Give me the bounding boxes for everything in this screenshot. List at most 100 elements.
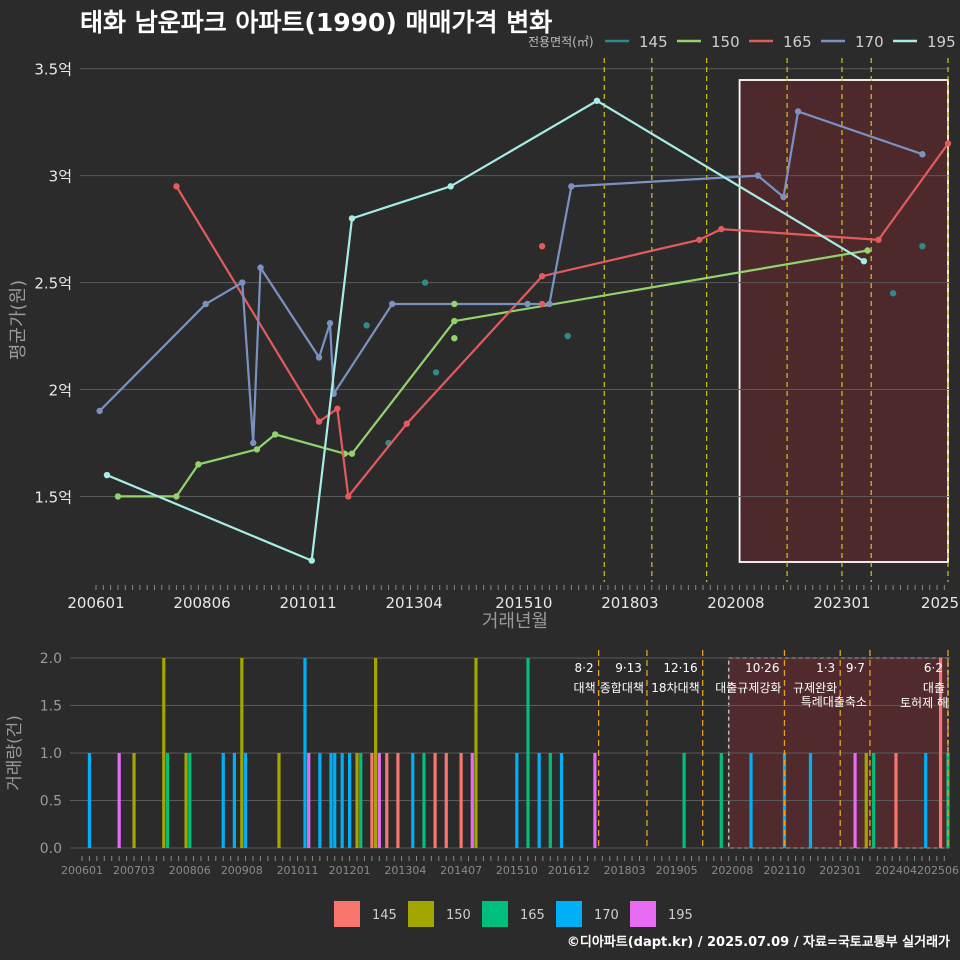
volume-bar-195 xyxy=(307,753,311,848)
data-point-170 xyxy=(754,172,762,179)
policy-label: 특례대출축소 xyxy=(801,695,867,709)
volume-bar-195 xyxy=(117,753,121,848)
data-point-165 xyxy=(875,236,882,243)
volume-bar-170 xyxy=(749,753,753,848)
legend-label-145: 145 xyxy=(372,908,397,923)
x-axis-label: 거래년월 xyxy=(482,611,548,632)
x-tick-label: 200806 xyxy=(169,864,211,877)
data-point-145 xyxy=(432,369,440,376)
legend-swatch-195 xyxy=(630,901,656,927)
data-point-170 xyxy=(96,407,103,415)
x-tick-label: 202506 xyxy=(917,864,959,877)
volume-bar-195 xyxy=(853,753,857,848)
volume-bar-165 xyxy=(526,658,530,848)
volume-bar-195 xyxy=(593,753,597,848)
data-point-165 xyxy=(718,225,725,233)
volume-bar-145 xyxy=(444,753,448,848)
x-tick-label: 202110 xyxy=(763,864,805,877)
policy-date-label: 6·2 xyxy=(924,661,943,675)
legend-label-150: 150 xyxy=(446,908,471,923)
data-point-165 xyxy=(538,300,546,308)
legend-title: 전용면적(㎡) xyxy=(528,35,594,49)
data-point-195 xyxy=(447,183,454,190)
x-tick-label: 201011 xyxy=(277,864,319,877)
x-tick-label: 200703 xyxy=(113,864,155,877)
x-tick-label: 200601 xyxy=(67,594,124,612)
credit-text: ©디아파트(dapt.kr) / 2025.07.09 / 자료=국토교통부 실… xyxy=(566,935,950,950)
data-point-150 xyxy=(253,446,261,453)
policy-label: 규제완화 xyxy=(793,681,837,695)
data-point-145 xyxy=(363,322,370,329)
volume-bar-150 xyxy=(132,753,136,848)
volume-bar-170 xyxy=(221,753,225,848)
data-point-150 xyxy=(864,247,871,254)
highlight-box xyxy=(738,79,949,563)
volume-bar-170 xyxy=(303,658,307,848)
volume-bar-150 xyxy=(474,658,478,848)
x-tick-label: 200908 xyxy=(221,864,263,877)
data-point-170 xyxy=(568,183,575,190)
data-point-170 xyxy=(239,279,246,286)
y-axis-label: 거래량(건) xyxy=(5,715,25,791)
volume-bar-195 xyxy=(377,753,381,848)
volume-bar-150 xyxy=(184,753,188,848)
x-tick-label: 201803 xyxy=(604,864,646,877)
volume-bar-170 xyxy=(340,753,344,848)
data-point-165 xyxy=(173,183,180,190)
y-tick-label: 2억 xyxy=(49,382,72,400)
volume-bar-170 xyxy=(348,753,352,848)
data-point-170 xyxy=(919,151,926,158)
chart-title: 태화 남운파크 아파트(1990) 매매가격 변화 xyxy=(80,8,553,37)
data-point-150 xyxy=(195,461,202,468)
x-tick-label: 201510 xyxy=(496,864,538,877)
legend-label-170: 170 xyxy=(594,908,619,923)
legend-label-165: 165 xyxy=(520,908,545,923)
x-tick-label: 202301 xyxy=(819,864,861,877)
x-tick-label: 200601 xyxy=(61,864,103,877)
volume-bar-150 xyxy=(374,658,378,848)
data-point-165 xyxy=(403,420,411,427)
data-point-195 xyxy=(348,215,356,222)
policy-label: 18차대책 xyxy=(651,680,699,695)
legend-swatch-145 xyxy=(334,901,360,927)
legend-label-150: 150 xyxy=(711,33,740,51)
y-tick-label: 3억 xyxy=(49,168,72,186)
volume-bar-145 xyxy=(370,753,374,848)
data-point-150 xyxy=(451,300,458,308)
volume-bar-170 xyxy=(318,753,322,848)
volume-bar-170 xyxy=(411,753,415,848)
data-point-170 xyxy=(794,108,802,115)
data-point-150 xyxy=(348,450,356,457)
volume-bar-165 xyxy=(719,753,723,848)
data-point-145 xyxy=(564,332,571,340)
legend-label-195: 195 xyxy=(927,33,956,51)
data-point-195 xyxy=(308,557,315,564)
policy-date-label: 1·3 xyxy=(816,661,835,675)
volume-bar-145 xyxy=(433,753,437,848)
x-tick-label: 201803 xyxy=(601,594,658,612)
legend-label-165: 165 xyxy=(783,33,812,51)
x-tick-label: 202301 xyxy=(813,594,870,612)
volume-bar-150 xyxy=(277,753,281,848)
series-line-195 xyxy=(106,99,865,563)
data-point-170 xyxy=(326,320,334,327)
y-axis-label: 평균가(원) xyxy=(8,280,29,360)
volume-bar-165 xyxy=(165,753,170,848)
x-tick-label: 201510 xyxy=(495,594,552,612)
y-tick-label: 0.0 xyxy=(40,841,62,857)
volume-bar-170 xyxy=(559,753,564,848)
data-point-150 xyxy=(451,334,458,342)
volume-bar-145 xyxy=(894,753,898,848)
data-point-145 xyxy=(889,290,897,297)
data-point-170 xyxy=(315,354,323,361)
data-point-165 xyxy=(345,493,352,500)
data-point-170 xyxy=(257,264,264,271)
data-point-195 xyxy=(860,257,868,265)
price-panel: 1.5억 2억 2.5억 3억 3.5억 200601 200806 201011 201304… xyxy=(8,33,959,632)
x-tick-label: 201905 xyxy=(656,864,698,877)
legend-swatch-170 xyxy=(556,901,582,927)
y-tick-label: 1.0 xyxy=(40,746,62,762)
volume-bar-150 xyxy=(162,658,166,848)
policy-date-label: 8·2 xyxy=(575,661,594,675)
